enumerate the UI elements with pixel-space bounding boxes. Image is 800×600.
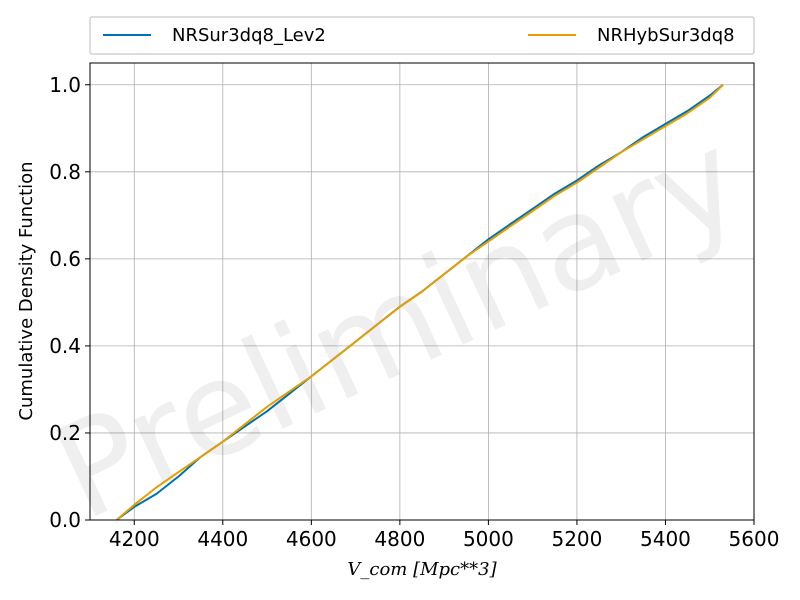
plot-frame [89,62,755,521]
legend-label-0: NRSur3dq8_Lev2 [172,25,326,46]
y-tick-label: 0.4 [49,334,81,358]
y-tick-label: 1.0 [49,73,81,97]
series-line-1 [115,84,724,521]
x-tick-label: 4600 [286,527,337,551]
legend-label-1: NRHybSur3dq8 [597,25,735,46]
series-lines [115,84,724,521]
legend: NRSur3dq8_Lev2 NRHybSur3dq8 [89,16,755,55]
x-tick-label: 4400 [197,527,248,551]
x-tick-label: 4800 [374,527,425,551]
y-tick-label: 0.0 [49,508,81,532]
x-tick-label: 4200 [109,527,160,551]
axis-ticks: 4200 4400 4600 4800 5000 5200 5400 5600 0.0 0.2 0.… [49,73,779,551]
y-tick-label: 0.2 [49,421,81,445]
y-tick-label: 0.6 [49,247,81,271]
y-tick-label: 0.8 [49,160,81,184]
x-tick-label: 5600 [729,527,780,551]
x-tick-label: 5200 [551,527,602,551]
y-axis-label: Cumulative Density Function [16,161,37,420]
legend-box [89,16,755,55]
x-tick-label: 5000 [463,527,514,551]
x-tick-label: 5400 [640,527,691,551]
x-axis-label: V_com [Mpc**3] [347,559,497,580]
